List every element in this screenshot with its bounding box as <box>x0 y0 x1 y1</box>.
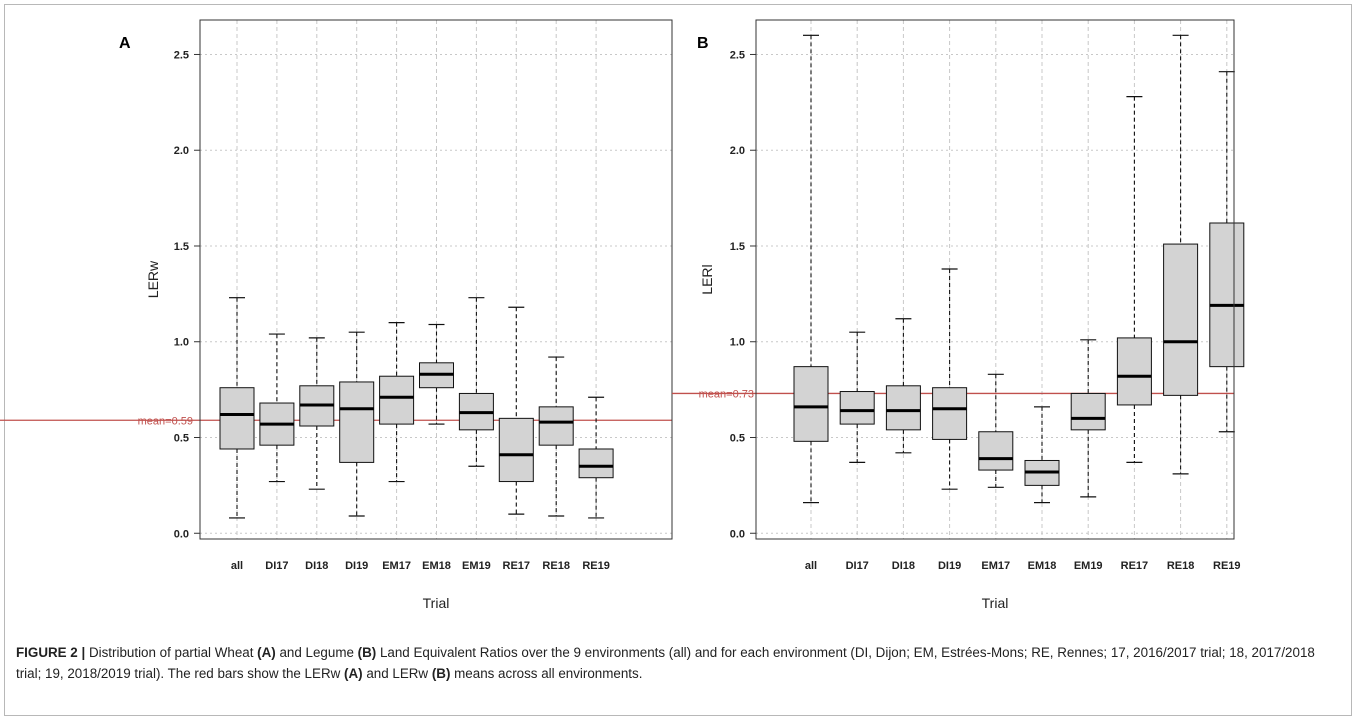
box-EM17 <box>978 373 1014 488</box>
x-tick-label: RE18 <box>1167 560 1195 572</box>
panel-label: B <box>697 35 709 52</box>
y-tick-label: 1.5 <box>730 241 745 253</box>
box-EM18 <box>1024 406 1060 504</box>
x-tick-label: EM19 <box>462 560 491 572</box>
box-RE19 <box>578 396 614 519</box>
box-iqr <box>978 431 1014 471</box>
box-RE18 <box>1163 34 1199 475</box>
x-tick-label: RE17 <box>1121 560 1149 572</box>
y-axis-title: LERw <box>145 260 161 298</box>
x-tick-label: EM17 <box>981 560 1010 572</box>
x-axis-title: Trial <box>423 595 450 611</box>
x-tick-label: EM17 <box>382 560 411 572</box>
x-tick-label: DI19 <box>938 560 961 572</box>
x-tick-label: RE17 <box>503 560 531 572</box>
y-tick-label: 2.0 <box>174 145 189 157</box>
box-iqr <box>1116 337 1152 406</box>
y-tick-label: 2.5 <box>174 49 189 61</box>
x-tick-label: DI18 <box>305 560 328 572</box>
box-iqr <box>885 385 921 431</box>
caption-text: means across all environments. <box>450 666 643 681</box>
box-iqr <box>578 448 614 479</box>
caption-ref-a: (A) <box>344 666 363 681</box>
x-tick-label: DI18 <box>892 560 915 572</box>
box-RE18 <box>538 356 574 517</box>
x-tick-label: DI17 <box>846 560 869 572</box>
caption-text: Distribution of partial Wheat <box>85 645 258 660</box>
box-DI18 <box>299 337 335 490</box>
box-DI18 <box>885 318 921 454</box>
y-tick-label: 2.5 <box>730 49 745 61</box>
box-iqr <box>379 375 415 425</box>
chart-panel-b: 0.0 0.5 1.0 1.5 2.0 2.5 mean=0.73 all DI17 DI18 DI… <box>672 19 1245 611</box>
caption-label: FIGURE 2 | <box>16 645 86 660</box>
y-tick-label: 2.0 <box>730 145 745 157</box>
box-EM19 <box>1070 339 1106 498</box>
mean-label: mean=0.59 <box>138 415 193 427</box>
box-all <box>793 34 829 504</box>
box-iqr <box>1209 222 1245 368</box>
plot-border <box>755 19 1235 540</box>
figure-caption: FIGURE 2 | Distribution of partial Wheat… <box>16 642 1336 684</box>
x-tick-label: RE18 <box>542 560 570 572</box>
chart-panel-a: 0.0 0.5 1.0 1.5 2.0 2.5 mean=0.59 all DI17 DI18 DI… <box>0 19 673 611</box>
y-tick-label: 0.0 <box>174 528 189 540</box>
box-DI19 <box>339 331 375 517</box>
box-RE17 <box>498 306 534 515</box>
caption-text: Land Equivalent Ratios over the 9 enviro… <box>16 645 1315 681</box>
y-axis-title: LERl <box>699 264 715 294</box>
box-iqr <box>498 417 534 483</box>
box-EM18 <box>419 323 454 425</box>
x-tick-label: EM19 <box>1074 560 1103 572</box>
y-tick-label: 0.5 <box>174 432 189 444</box>
y-tick-label: 1.0 <box>730 337 745 349</box>
x-tick-label: DI17 <box>265 560 288 572</box>
box-EM17 <box>379 321 415 483</box>
box-DI17 <box>839 331 875 463</box>
box-RE17 <box>1116 96 1152 463</box>
x-tick-label: all <box>231 560 243 572</box>
x-tick-label: EM18 <box>1028 560 1057 572</box>
box-iqr <box>932 387 968 440</box>
x-tick-label: all <box>805 560 817 572</box>
box-RE19 <box>1209 71 1245 433</box>
box-iqr <box>1070 392 1106 431</box>
box-EM19 <box>458 297 494 467</box>
x-tick-label: DI19 <box>345 560 368 572</box>
y-tick-label: 0.0 <box>730 528 745 540</box>
box-DI19 <box>932 268 968 490</box>
box-DI17 <box>259 333 295 483</box>
box-iqr <box>219 387 255 450</box>
mean-label: mean=0.73 <box>699 388 754 400</box>
x-tick-label: RE19 <box>1213 560 1241 572</box>
x-tick-label: EM18 <box>422 560 451 572</box>
box-iqr <box>339 381 375 463</box>
box-iqr <box>839 391 875 425</box>
box-iqr <box>793 366 829 442</box>
caption-text: and LERw <box>362 666 432 681</box>
y-tick-label: 1.5 <box>174 241 189 253</box>
caption-text: and Legume <box>275 645 358 660</box>
caption-ref-b: (B) <box>431 666 451 681</box>
y-tick-label: 1.0 <box>174 337 189 349</box>
box-iqr <box>538 406 574 446</box>
x-axis-title: Trial <box>982 595 1009 611</box>
plot-border <box>199 19 673 540</box>
box-all <box>219 297 255 519</box>
figure-frame <box>4 4 1352 716</box>
panel-label: A <box>119 35 131 52</box>
x-tick-label: RE19 <box>582 560 610 572</box>
caption-ref-b: (B) <box>357 645 377 660</box>
y-tick-label: 0.5 <box>730 432 745 444</box>
box-iqr <box>1163 243 1199 396</box>
caption-ref-a: (A) <box>257 645 276 660</box>
